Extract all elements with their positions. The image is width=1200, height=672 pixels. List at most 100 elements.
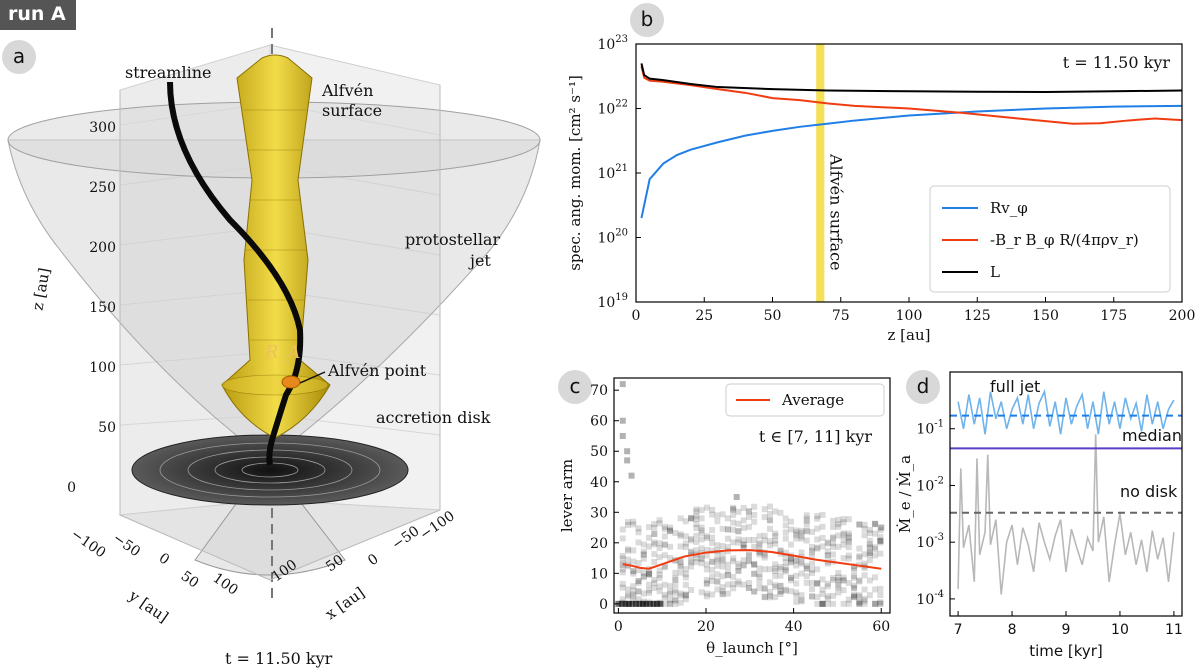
scatter-point bbox=[740, 541, 747, 548]
scatter-point bbox=[667, 590, 674, 597]
scatter-point bbox=[861, 595, 868, 602]
x-tick-label: 200 bbox=[1169, 308, 1196, 324]
scatter-point bbox=[851, 594, 858, 601]
scatter-point bbox=[651, 521, 658, 528]
scatter-point bbox=[877, 600, 884, 607]
scatter-point bbox=[618, 600, 625, 607]
scatter-point bbox=[740, 544, 747, 551]
scatter-point bbox=[809, 579, 816, 586]
scatter-point bbox=[730, 519, 737, 526]
scatter-point bbox=[677, 562, 684, 569]
scatter-point bbox=[646, 570, 653, 577]
scatter-point bbox=[866, 557, 873, 564]
scatter-point bbox=[819, 600, 826, 607]
x-tick-label: 50 bbox=[764, 308, 782, 324]
scatter-point bbox=[772, 561, 779, 568]
scatter-point bbox=[824, 580, 831, 587]
plot-frame bbox=[613, 377, 891, 614]
scatter-point bbox=[688, 557, 695, 564]
scatter-point bbox=[787, 574, 794, 581]
scatter-point bbox=[646, 587, 653, 594]
scatter-point bbox=[672, 557, 679, 564]
scatter-point bbox=[814, 600, 821, 607]
scatter-point bbox=[703, 546, 710, 553]
x-tick-label: 8 bbox=[1008, 622, 1017, 638]
scatter-point bbox=[661, 591, 668, 598]
scatter-point bbox=[777, 572, 784, 579]
y-tick-label: 10 bbox=[590, 566, 608, 582]
scatter-point bbox=[751, 503, 758, 510]
scatter-point bbox=[651, 530, 658, 537]
scatter-outlier bbox=[624, 457, 631, 464]
scatter-point bbox=[861, 525, 868, 532]
scatter-point bbox=[714, 518, 721, 525]
scatter-point bbox=[635, 529, 642, 536]
x-tick-label: 125 bbox=[964, 308, 991, 324]
scatter-point bbox=[635, 539, 642, 546]
scatter-point bbox=[803, 579, 810, 586]
scatter-point bbox=[698, 536, 705, 543]
scatter-point bbox=[761, 554, 768, 561]
scatter-point bbox=[698, 524, 705, 531]
scatter-point bbox=[787, 555, 794, 562]
scatter-point bbox=[740, 581, 747, 588]
scatter-point bbox=[693, 506, 700, 513]
x-tick-label: 0 bbox=[632, 308, 641, 324]
x-tick-label: 100 bbox=[896, 308, 923, 324]
scatter-point bbox=[819, 600, 826, 607]
scatter-point bbox=[761, 594, 768, 601]
z-tick: 0 bbox=[67, 480, 76, 496]
scatter-point bbox=[667, 528, 674, 535]
scatter-point bbox=[640, 574, 647, 581]
scatter-point bbox=[698, 555, 705, 562]
scatter-point bbox=[703, 590, 710, 597]
scatter-point bbox=[824, 560, 831, 567]
scatter-point bbox=[656, 554, 663, 561]
scatter-point bbox=[840, 577, 847, 584]
scatter-point bbox=[688, 549, 695, 556]
scatter-point bbox=[798, 535, 805, 542]
scatter-point bbox=[856, 600, 863, 607]
scatter-point bbox=[661, 542, 668, 549]
alfven-surface-bands bbox=[221, 109, 329, 396]
scatter-point bbox=[682, 540, 689, 547]
legend-label-2: L bbox=[990, 263, 1000, 281]
scatter-point bbox=[688, 535, 695, 542]
scatter-point bbox=[814, 544, 821, 551]
x-axis-label: time [kyr] bbox=[1029, 642, 1103, 660]
scatter-point bbox=[851, 592, 858, 599]
scatter-point bbox=[667, 596, 674, 603]
scatter-point bbox=[782, 515, 789, 522]
scatter-point bbox=[756, 565, 763, 572]
scatter-point bbox=[835, 523, 842, 530]
scatter-point bbox=[835, 543, 842, 550]
scatter-point bbox=[703, 576, 710, 583]
scatter-point bbox=[646, 534, 653, 541]
scatter-point bbox=[698, 545, 705, 552]
scatter-point bbox=[625, 556, 632, 563]
scatter-point bbox=[640, 569, 647, 576]
protostellar-label-2: jet bbox=[468, 251, 491, 270]
scatter-point bbox=[635, 596, 642, 603]
scatter-point bbox=[735, 528, 742, 535]
scatter-point bbox=[714, 557, 721, 564]
scatter-point bbox=[814, 594, 821, 601]
scatter-point bbox=[840, 574, 847, 581]
scatter-point bbox=[809, 566, 816, 573]
scatter-point bbox=[803, 562, 810, 569]
scatter-point bbox=[840, 541, 847, 548]
scatter-point bbox=[751, 511, 758, 518]
scatter-point bbox=[751, 561, 758, 568]
scatter-point bbox=[646, 589, 653, 596]
scatter-point bbox=[798, 570, 805, 577]
scatter-point bbox=[667, 528, 674, 535]
scatter-point bbox=[635, 567, 642, 574]
scatter-point bbox=[840, 555, 847, 562]
scatter-point bbox=[625, 600, 632, 607]
scatter-point bbox=[677, 559, 684, 566]
scatter-point bbox=[677, 569, 684, 576]
scatter-point bbox=[830, 577, 837, 584]
scatter-point bbox=[719, 558, 726, 565]
scatter-point bbox=[856, 545, 863, 552]
scatter-point bbox=[714, 579, 721, 586]
